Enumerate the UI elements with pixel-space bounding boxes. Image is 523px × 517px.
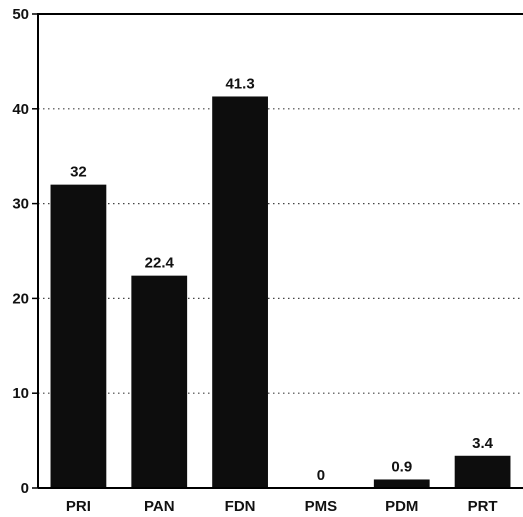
bar-fdn (212, 96, 268, 488)
x-tick-label: PRI (66, 498, 91, 515)
y-tick-label: 50 (12, 6, 29, 23)
axes (37, 13, 523, 489)
gridlines (38, 108, 523, 394)
x-tick-label: PRT (468, 498, 498, 515)
y-tick-label: 40 (12, 101, 29, 118)
x-tick-label: PAN (144, 498, 175, 515)
bar-prt (454, 455, 511, 488)
bars (50, 96, 511, 488)
data-label: 22.4 (145, 255, 175, 272)
plot-frame (37, 13, 523, 488)
y-tick-label: 20 (12, 290, 29, 307)
x-tick-label: PDM (385, 498, 418, 515)
data-labels: 32 22.4 41.3 0 0.9 3.4 (70, 75, 494, 484)
data-label: 0.9 (391, 458, 412, 475)
data-label: 3.4 (472, 435, 494, 452)
y-tick-label: 10 (12, 385, 29, 402)
y-axis-ticks: 0 10 20 30 40 50 (12, 6, 38, 497)
x-axis-labels: PRI PAN FDN PMS PDM PRT (66, 498, 498, 515)
y-tick-label: 30 (12, 196, 29, 213)
y-tick-label: 0 (21, 480, 29, 497)
x-tick-label: FDN (225, 498, 256, 515)
x-tick-label: PMS (305, 498, 338, 515)
data-label: 41.3 (225, 75, 254, 92)
data-label: 32 (70, 164, 87, 181)
bar-pan (131, 275, 188, 488)
bar-pdm (373, 479, 430, 488)
bar-pri (50, 184, 107, 488)
data-label: 0 (317, 467, 325, 484)
